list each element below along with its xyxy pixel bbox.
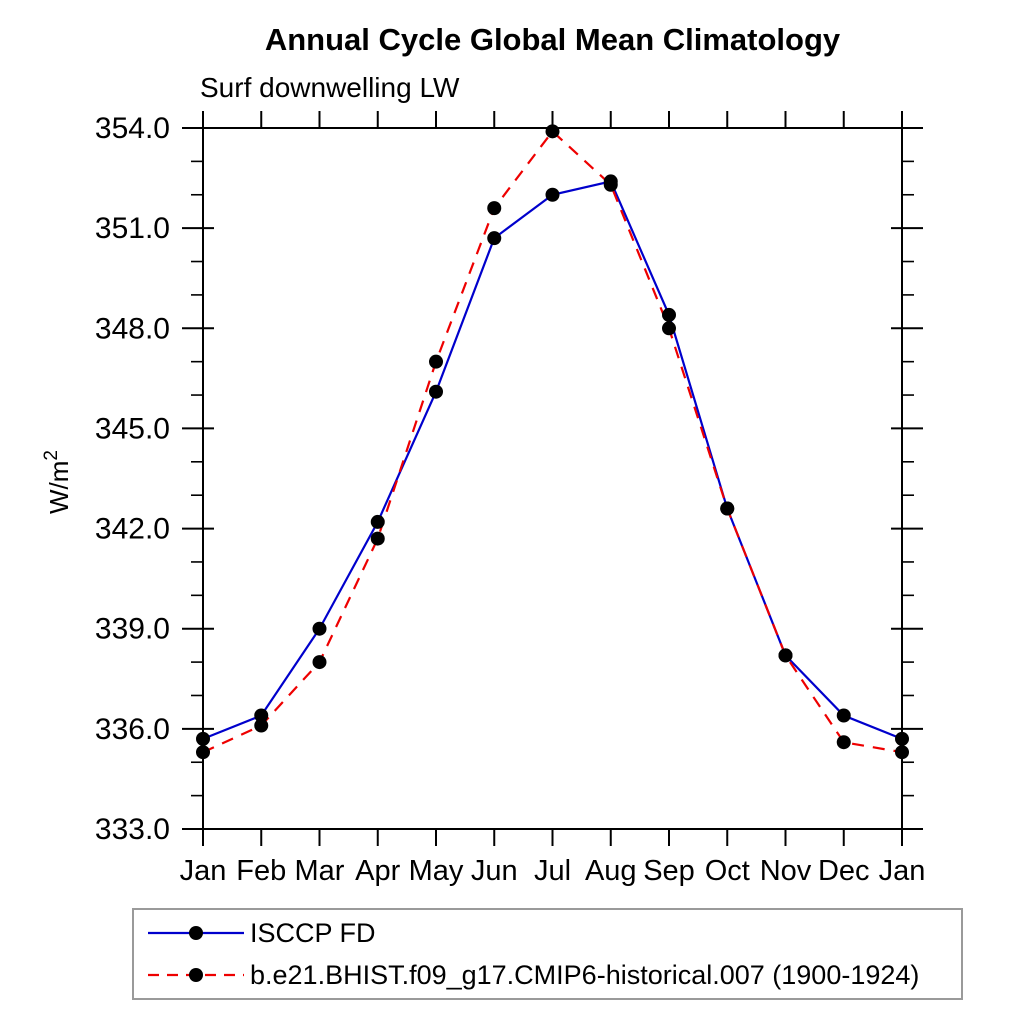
x-tick-label: Apr — [355, 855, 400, 887]
y-tick-label: 336.0 — [95, 713, 170, 746]
data-point-s1-Sep — [662, 321, 676, 336]
data-point-s1-Feb — [254, 718, 269, 733]
y-tick-label: 342.0 — [95, 513, 170, 546]
x-tick-label: Jun — [471, 855, 518, 887]
data-point-s1-Aug — [603, 177, 618, 192]
x-tick-label: Dec — [818, 855, 870, 887]
x-tick-label: Oct — [705, 855, 750, 887]
legend-swatch-dashed-line — [148, 968, 244, 982]
data-point-s1-May — [429, 354, 443, 369]
data-point-s1-Jan — [895, 745, 909, 760]
y-tick-label: 354.0 — [95, 112, 170, 145]
x-tick-label: May — [409, 855, 464, 887]
data-point-s1-Nov — [778, 648, 793, 663]
legend-box: ISCCP FD b.e21.BHIST.f09_g17.CMIP6-histo… — [132, 908, 963, 1000]
data-point-s1-Oct — [720, 501, 735, 516]
x-tick-label: Feb — [236, 855, 286, 887]
data-point-s1-Jan — [196, 745, 210, 760]
data-point-s1-Apr — [370, 531, 385, 546]
x-tick-label: Jan — [879, 855, 926, 887]
data-point-s0-Jan — [196, 731, 210, 746]
data-point-s0-May — [429, 384, 443, 399]
data-point-s0-Sep — [662, 307, 676, 322]
data-point-s0-Feb — [254, 708, 269, 723]
legend-item-isccp: ISCCP FD — [134, 913, 961, 953]
x-tick-label: Jul — [534, 855, 571, 887]
data-point-s0-Dec — [836, 708, 851, 723]
data-point-s0-Jul — [545, 187, 560, 202]
data-point-s1-Dec — [836, 735, 851, 750]
legend-label-isccp: ISCCP FD — [250, 917, 376, 948]
data-point-s0-Apr — [370, 514, 385, 529]
y-axis-title: W/m2 — [41, 450, 74, 514]
axis-frame — [202, 127, 903, 830]
y-tick-label: 351.0 — [95, 212, 170, 245]
y-tick-label: 348.0 — [95, 312, 170, 345]
series-line-0 — [202, 180, 903, 740]
y-tick-label: 345.0 — [95, 412, 170, 445]
data-point-s0-Mar — [312, 621, 327, 636]
data-point-s1-Mar — [312, 655, 327, 670]
x-tick-label: Nov — [760, 855, 812, 887]
chart-title: Annual Cycle Global Mean Climatology — [264, 22, 841, 57]
series-line-1 — [202, 129, 903, 754]
chart-subtitle: Surf downwelling LW — [200, 72, 460, 103]
x-tick-label: Sep — [643, 855, 695, 887]
data-point-s1-Jul — [545, 124, 560, 139]
data-point-s0-Jan — [895, 731, 909, 746]
legend-item-model: b.e21.BHIST.f09_g17.CMIP6-historical.007… — [134, 955, 961, 995]
data-point-s0-Jun — [487, 231, 502, 246]
y-tick-label: 339.0 — [95, 613, 170, 646]
x-tick-label: Jan — [180, 855, 227, 887]
legend-swatch-solid-line — [148, 926, 244, 940]
legend-label-model: b.e21.BHIST.f09_g17.CMIP6-historical.007… — [250, 959, 920, 990]
y-tick-label: 333.0 — [95, 813, 170, 846]
x-tick-label: Aug — [585, 855, 637, 887]
x-tick-label: Mar — [295, 855, 345, 887]
data-point-s1-Jun — [487, 201, 502, 216]
